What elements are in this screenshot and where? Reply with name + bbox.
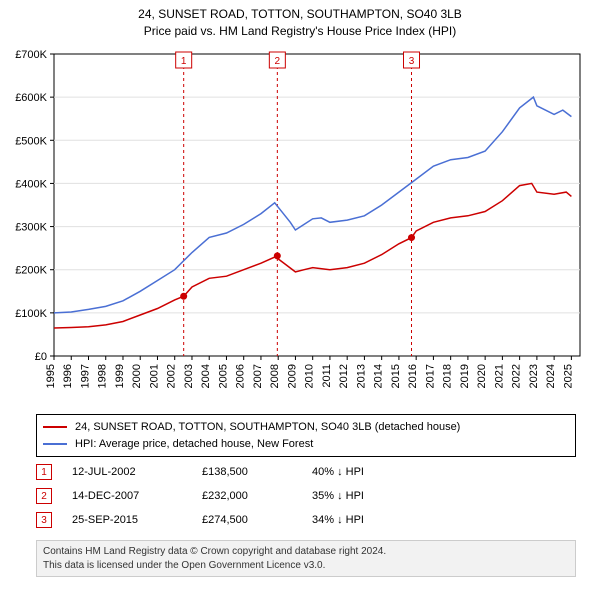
marker-date: 25-SEP-2015 [72,514,182,526]
marker-badge: 2 [36,488,52,504]
chart-area: £0 £100K £200K £300K £400K £500K £600K £700K 199… [10,44,590,404]
xtick-label: 1999 [114,364,126,388]
xtick-label: 1998 [97,364,109,388]
xtick-label: 2010 [304,364,316,388]
xtick-label: 2012 [338,364,350,388]
xtick-label: 2013 [355,364,367,388]
xtick-label: 2023 [528,364,540,388]
legend-label: 24, SUNSET ROAD, TOTTON, SOUTHAMPTON, SO… [75,419,460,436]
ytick-label: £100K [15,308,47,320]
marker-row: 1 12-JUL-2002 £138,500 40% ↓ HPI [36,460,576,484]
ytick-label: £600K [15,92,47,104]
ytick-label: £300K [15,222,47,234]
marker-badge: 3 [36,512,52,528]
xtick-label: 2018 [442,364,454,388]
xtick-label: 2003 [183,364,195,388]
legend-swatch [43,443,67,445]
xtick-label: 2024 [545,364,557,388]
sale-badge-num: 2 [275,56,281,67]
chart-title: 24, SUNSET ROAD, TOTTON, SOUTHAMPTON, SO… [0,0,600,40]
xtick-label: 2009 [286,364,298,388]
xtick-label: 2008 [269,364,281,388]
marker-price: £138,500 [202,466,292,478]
xtick-label: 2002 [166,364,178,388]
footer-line-1: Contains HM Land Registry data © Crown c… [43,545,569,559]
legend-label: HPI: Average price, detached house, New … [75,436,313,453]
xtick-label: 1997 [79,364,91,388]
ytick-label: £500K [15,135,47,147]
xtick-label: 2006 [235,364,247,388]
sale-badge-num: 1 [181,56,187,67]
xtick-label: 2004 [200,364,212,388]
legend: 24, SUNSET ROAD, TOTTON, SOUTHAMPTON, SO… [36,414,576,457]
xtick-label: 2007 [252,364,264,388]
marker-hpi: 35% ↓ HPI [312,490,576,502]
ytick-label: £200K [15,265,47,277]
marker-date: 12-JUL-2002 [72,466,182,478]
marker-row: 2 14-DEC-2007 £232,000 35% ↓ HPI [36,484,576,508]
ytick-label: £700K [15,49,47,61]
attribution-footer: Contains HM Land Registry data © Crown c… [36,540,576,577]
marker-price: £274,500 [202,514,292,526]
xtick-label: 2022 [511,364,523,388]
footer-line-2: This data is licensed under the Open Gov… [43,559,569,573]
xtick-label: 2019 [459,364,471,388]
marker-hpi: 40% ↓ HPI [312,466,576,478]
title-line-2: Price paid vs. HM Land Registry's House … [0,23,600,40]
sale-markers-table: 1 12-JUL-2002 £138,500 40% ↓ HPI 2 14-DEC-200… [36,460,576,532]
xtick-label: 2000 [131,364,143,388]
xtick-label: 2014 [373,364,385,388]
legend-row: HPI: Average price, detached house, New … [43,436,569,453]
title-line-1: 24, SUNSET ROAD, TOTTON, SOUTHAMPTON, SO… [0,6,600,23]
marker-badge: 1 [36,464,52,480]
marker-price: £232,000 [202,490,292,502]
legend-swatch [43,426,67,428]
legend-row: 24, SUNSET ROAD, TOTTON, SOUTHAMPTON, SO… [43,419,569,436]
xtick-label: 2011 [321,364,333,388]
xtick-label: 2016 [407,364,419,388]
plot-bg [54,54,580,356]
xtick-label: 1996 [62,364,74,388]
ytick-label: £0 [35,351,47,363]
xtick-label: 2017 [424,364,436,388]
xtick-label: 2015 [390,364,402,388]
xtick-label: 2025 [562,364,574,388]
sale-badge-num: 3 [409,56,415,67]
line-chart: £0 £100K £200K £300K £400K £500K £600K £700K 199… [10,44,590,404]
marker-row: 3 25-SEP-2015 £274,500 34% ↓ HPI [36,508,576,532]
marker-date: 14-DEC-2007 [72,490,182,502]
xtick-label: 2020 [476,364,488,388]
marker-hpi: 34% ↓ HPI [312,514,576,526]
ytick-label: £400K [15,178,47,190]
xtick-label: 2005 [217,364,229,388]
xtick-label: 2001 [148,364,160,388]
xtick-label: 2021 [493,364,505,388]
xtick-label: 1995 [45,364,57,388]
